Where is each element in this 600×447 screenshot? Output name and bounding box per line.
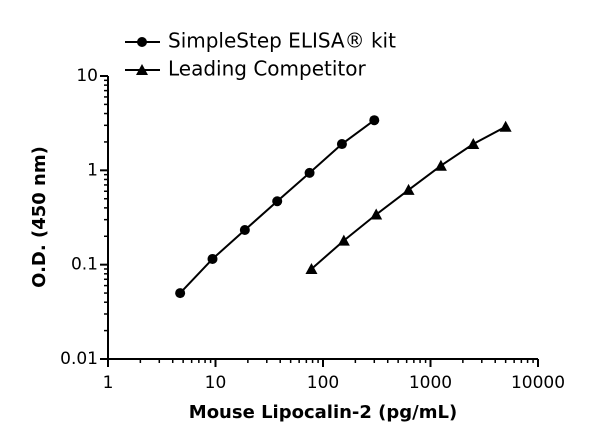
y-tick-label: 0.1: [71, 255, 98, 275]
legend-label: SimpleStep ELISA® kit: [168, 29, 396, 53]
marker: [336, 139, 347, 150]
x-tick-label: 1: [103, 373, 114, 393]
marker: [305, 262, 318, 274]
marker: [207, 253, 218, 264]
marker: [272, 196, 283, 207]
x-tick-label: 100: [307, 373, 339, 393]
marker: [402, 183, 415, 195]
marker: [175, 288, 186, 299]
y-tick-label: 1: [87, 160, 98, 180]
marker: [499, 120, 512, 132]
x-tick-label: 10: [205, 373, 227, 393]
marker: [239, 225, 250, 236]
x-axis-label: Mouse Lipocalin-2 (pg/mL): [189, 402, 457, 423]
x-tick-label: 10000: [511, 373, 565, 393]
marker: [434, 159, 447, 171]
marker: [467, 138, 480, 150]
marker: [137, 37, 147, 47]
x-tick-label: 1000: [409, 373, 452, 393]
y-axis-label: O.D. (450 nm): [29, 146, 50, 288]
marker: [337, 234, 350, 246]
legend-label: Leading Competitor: [168, 57, 366, 81]
marker: [136, 64, 148, 75]
marker: [304, 167, 315, 178]
y-tick-label: 10: [76, 66, 98, 86]
marker: [369, 115, 380, 126]
y-tick-label: 0.01: [60, 349, 98, 369]
marker: [370, 208, 383, 220]
